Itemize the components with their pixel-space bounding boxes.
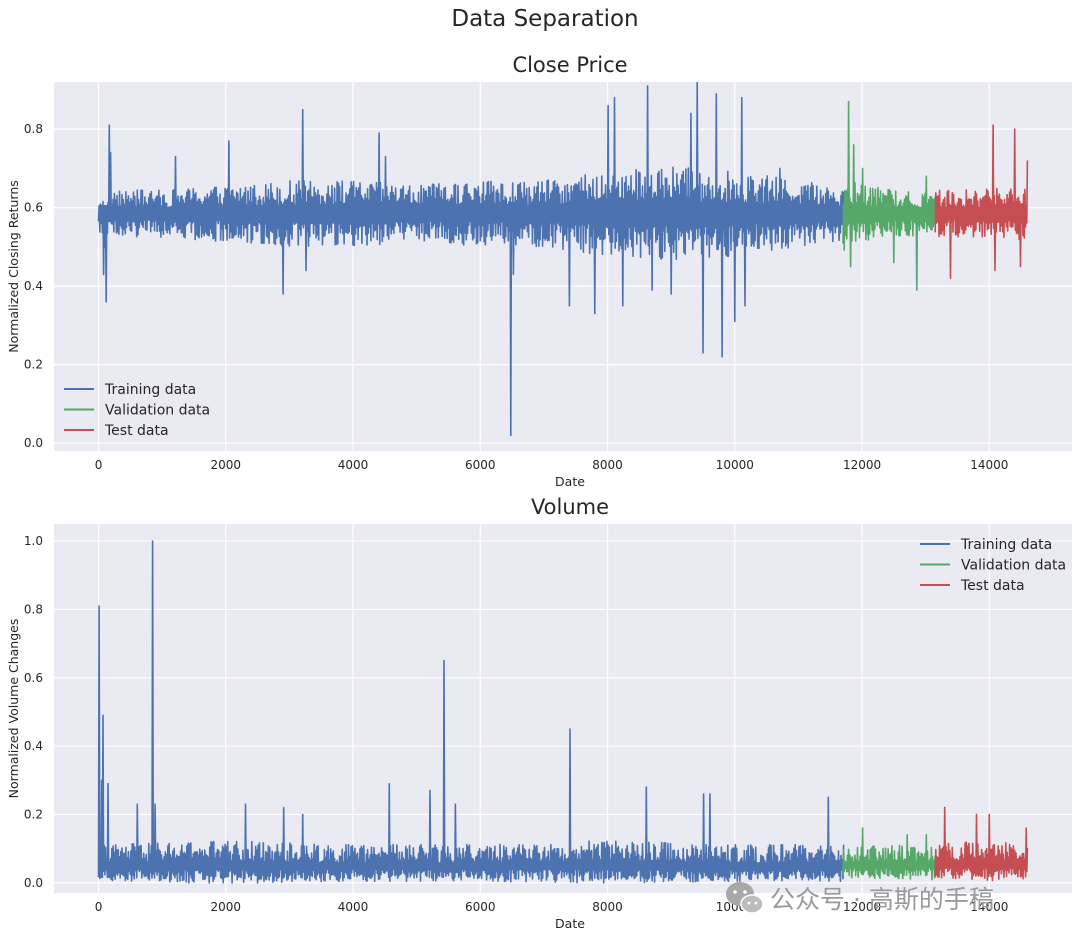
y-tick-label: 0.8: [24, 602, 43, 616]
x-tick-label: 6000: [465, 458, 496, 472]
x-tick-label: 0: [95, 900, 103, 914]
wechat-icon: [726, 882, 764, 914]
legend-item: Training data: [920, 537, 1052, 553]
legend-label: Validation data: [961, 558, 1066, 574]
series-line-training-data: [97, 540, 845, 884]
plot-area: [54, 82, 1072, 451]
legend-label: Test data: [960, 578, 1025, 594]
x-tick-label: 4000: [338, 458, 369, 472]
x-tick-label: 8000: [592, 458, 623, 472]
series-line-validation-data: [842, 100, 936, 291]
tick-labels: 0 2000 4000 6000 8000 10000 12000 140000.00.20.…: [24, 534, 1008, 914]
y-tick-label: 0.8: [24, 122, 43, 136]
legend-label: Training data: [960, 537, 1052, 553]
legend-item: Validation data: [920, 558, 1066, 574]
x-tick-label: 4000: [338, 900, 369, 914]
y-axis-label: Normalized Closing Returns: [6, 180, 21, 353]
y-tick-label: 0.6: [24, 671, 43, 685]
y-tick-label: 1.0: [24, 534, 43, 548]
legend-label: Test data: [104, 423, 169, 439]
y-tick-label: 0.4: [24, 739, 43, 753]
y-axis-label: Normalized Volume Changes: [6, 619, 21, 799]
watermark-text: 公众号 · 高斯的手稿: [770, 885, 994, 914]
x-axis-label: Date: [555, 474, 585, 489]
series-group: [97, 82, 1029, 437]
plot-area: [54, 524, 1072, 893]
x-tick-label: 0: [95, 458, 103, 472]
chart-title: Close Price: [512, 53, 627, 77]
legend: Training data Validation data Test data: [920, 537, 1066, 594]
series-line-validation-data: [842, 827, 936, 881]
x-tick-label: 12000: [843, 458, 881, 472]
x-tick-label: 2000: [211, 458, 242, 472]
x-tick-label: 8000: [592, 900, 623, 914]
figure-title: Data Separation: [451, 6, 638, 32]
x-tick-label: 2000: [211, 900, 242, 914]
volume-chart: 0 2000 4000 6000 8000 10000 12000 140000.00.20.…: [6, 495, 1072, 931]
watermark: 公众号 · 高斯的手稿: [726, 882, 994, 914]
x-tick-label: 14000: [970, 458, 1008, 472]
y-tick-label: 0.4: [24, 279, 43, 293]
legend-label: Training data: [104, 382, 196, 398]
x-tick-label: 12000: [843, 900, 881, 914]
legend-item: Test data: [920, 578, 1025, 594]
x-axis-label: Date: [555, 916, 585, 931]
y-tick-label: 0.0: [24, 876, 43, 890]
series-group: [97, 540, 1029, 884]
y-tick-label: 0.6: [24, 201, 43, 215]
series-line-test-data: [934, 124, 1029, 280]
close-price-chart: 0 2000 4000 6000 8000 10000 12000 14000 0.0 0.2 0.…: [6, 53, 1072, 489]
legend-item: Test data: [64, 423, 169, 439]
series-line-test-data: [934, 806, 1029, 882]
x-tick-label: 6000: [465, 900, 496, 914]
tick-labels: 0 2000 4000 6000 8000 10000 12000 14000 0.0 0.2 0.…: [24, 122, 1008, 472]
legend: Training data Validation data Test data: [64, 382, 210, 439]
y-tick-label: 0.0: [24, 436, 43, 450]
legend-label: Validation data: [105, 403, 210, 419]
legend-item: Validation data: [64, 403, 210, 419]
chart-title: Volume: [531, 495, 609, 519]
y-tick-label: 0.2: [24, 807, 43, 821]
legend-item: Training data: [64, 382, 196, 398]
y-tick-label: 0.2: [24, 358, 43, 372]
x-tick-label: 10000: [716, 458, 754, 472]
series-line-training-data: [97, 82, 845, 437]
x-tick-label: 14000: [970, 900, 1008, 914]
